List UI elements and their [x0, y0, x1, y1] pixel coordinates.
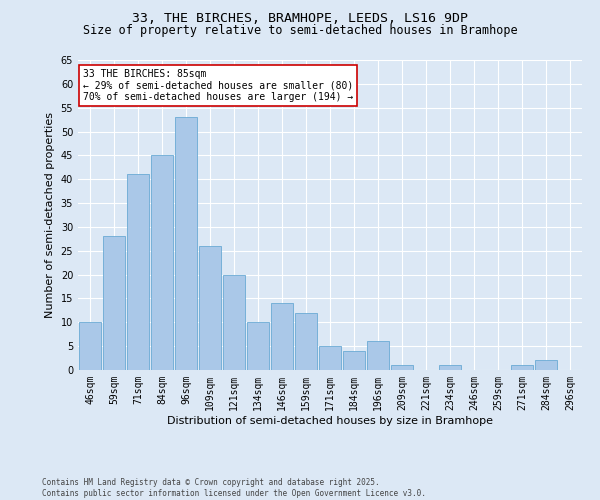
Bar	[511, 365, 533, 370]
Bar	[367, 342, 389, 370]
Text: 33, THE BIRCHES, BRAMHOPE, LEEDS, LS16 9DP: 33, THE BIRCHES, BRAMHOPE, LEEDS, LS16 9…	[132, 12, 468, 26]
Bar	[247, 322, 269, 370]
Bar	[127, 174, 149, 370]
Bar	[151, 156, 173, 370]
Bar	[103, 236, 125, 370]
Bar	[439, 365, 461, 370]
Bar	[535, 360, 557, 370]
Bar	[295, 313, 317, 370]
Bar	[175, 117, 197, 370]
Bar	[343, 351, 365, 370]
Bar	[223, 274, 245, 370]
Text: Contains HM Land Registry data © Crown copyright and database right 2025.
Contai: Contains HM Land Registry data © Crown c…	[42, 478, 426, 498]
Bar	[319, 346, 341, 370]
Bar	[271, 303, 293, 370]
Text: Size of property relative to semi-detached houses in Bramhope: Size of property relative to semi-detach…	[83, 24, 517, 37]
Bar	[391, 365, 413, 370]
X-axis label: Distribution of semi-detached houses by size in Bramhope: Distribution of semi-detached houses by …	[167, 416, 493, 426]
Y-axis label: Number of semi-detached properties: Number of semi-detached properties	[45, 112, 55, 318]
Bar	[199, 246, 221, 370]
Bar	[79, 322, 101, 370]
Text: 33 THE BIRCHES: 85sqm
← 29% of semi-detached houses are smaller (80)
70% of semi: 33 THE BIRCHES: 85sqm ← 29% of semi-deta…	[83, 70, 353, 102]
